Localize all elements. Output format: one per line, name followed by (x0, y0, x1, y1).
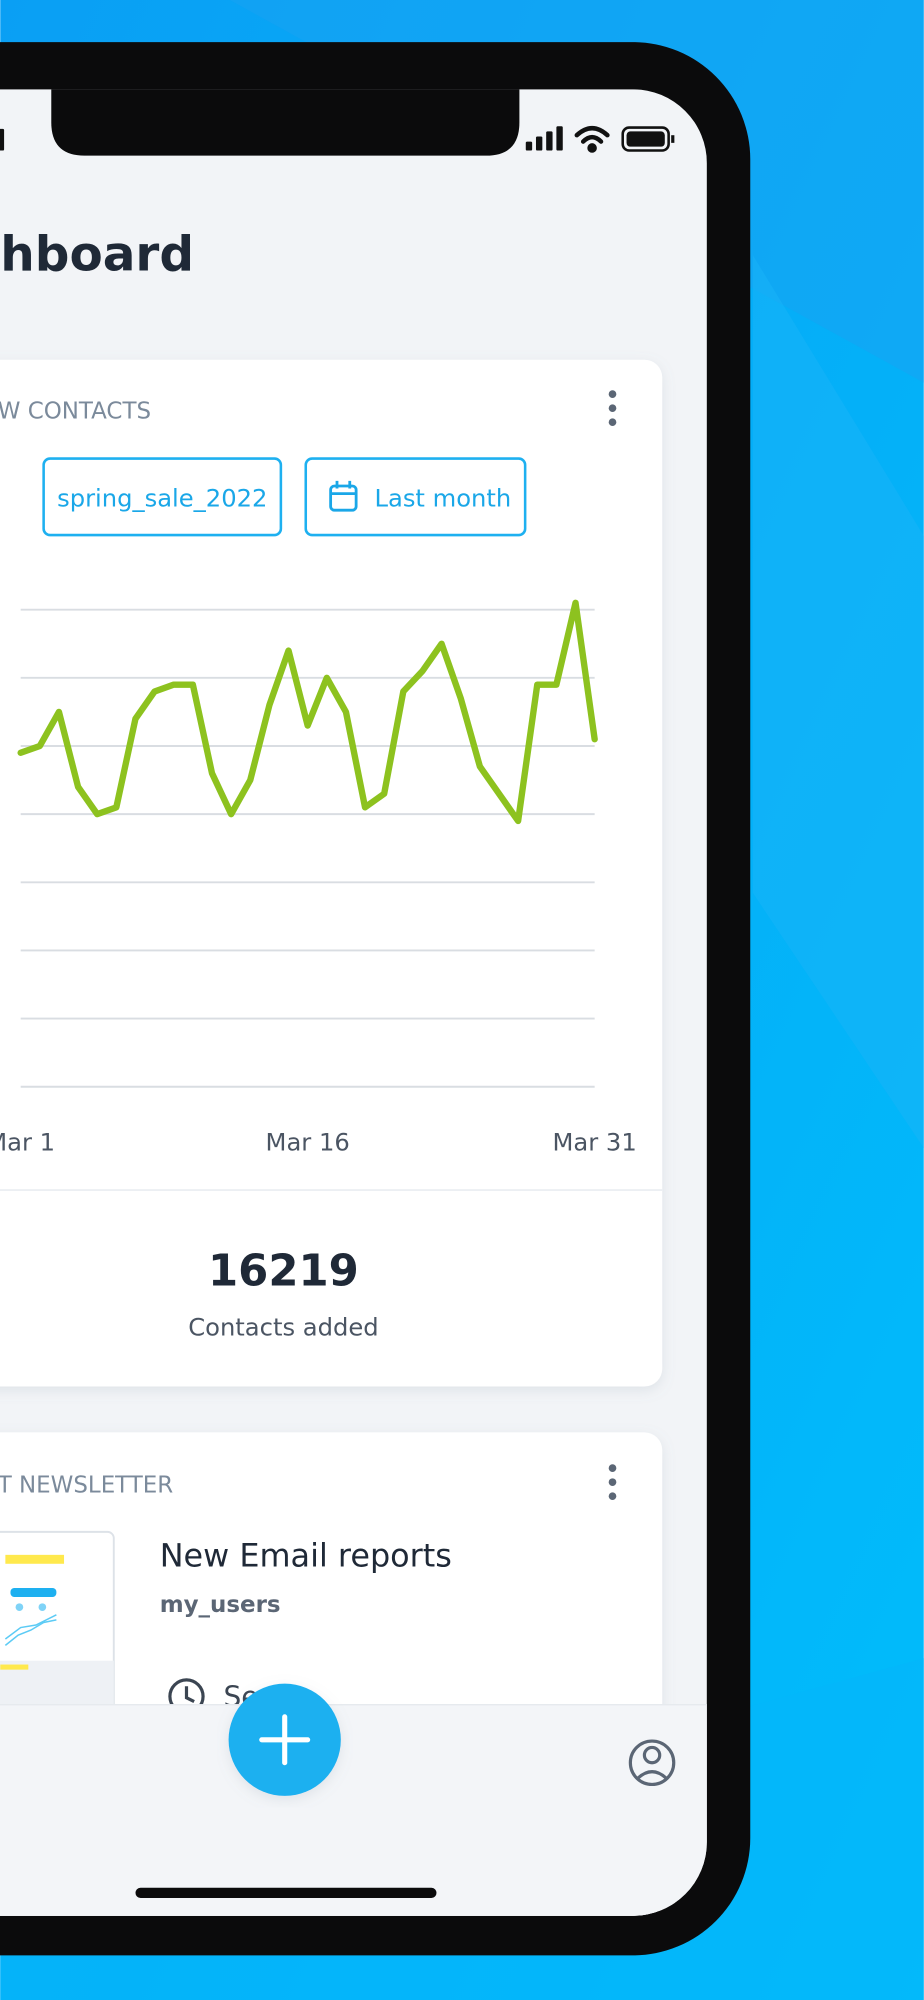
chart: Mar 1 Mar 16 Mar 31 (0, 599, 637, 1157)
newsletter-thumbnail (0, 1530, 115, 1725)
bg-shape (752, 255, 924, 1148)
data-line (17, 599, 598, 825)
more-icon[interactable] (608, 1464, 617, 1500)
calendar-icon (329, 480, 358, 512)
filter-chip[interactable] (304, 457, 527, 537)
card-title: T NEWSLETTER (0, 1472, 173, 1498)
page-title: hboard (0, 226, 194, 282)
wifi-icon (574, 125, 610, 153)
profile-icon[interactable] (628, 1739, 676, 1787)
newsletter-list: my_users (160, 1592, 281, 1618)
filter-chip[interactable] (42, 457, 283, 537)
notch (51, 89, 520, 156)
card-title: W CONTACTS (0, 398, 151, 424)
filter-chip-label[interactable]: spring_sale_2022 (57, 484, 267, 512)
x-tick-label: Mar 31 (553, 1129, 637, 1157)
contacts-card (0, 359, 663, 1387)
add-icon (259, 1714, 311, 1766)
bottom-bar (0, 1704, 707, 1916)
newsletter-name: New Email reports (160, 1536, 452, 1574)
x-tick-label: Mar 16 (266, 1129, 350, 1157)
stat-value: 16219 (208, 1247, 359, 1297)
more-icon[interactable] (608, 390, 617, 427)
stat-label: Contacts added (188, 1313, 378, 1341)
status-icon (0, 128, 5, 151)
signal-icon (525, 126, 563, 151)
screen: hboard W CONTACTS spring_sale_2022 Last … (0, 89, 707, 1916)
battery-icon (621, 126, 675, 152)
x-tick-label: Mar 1 (0, 1129, 55, 1157)
filter-chip-label[interactable]: Last month (374, 484, 511, 512)
